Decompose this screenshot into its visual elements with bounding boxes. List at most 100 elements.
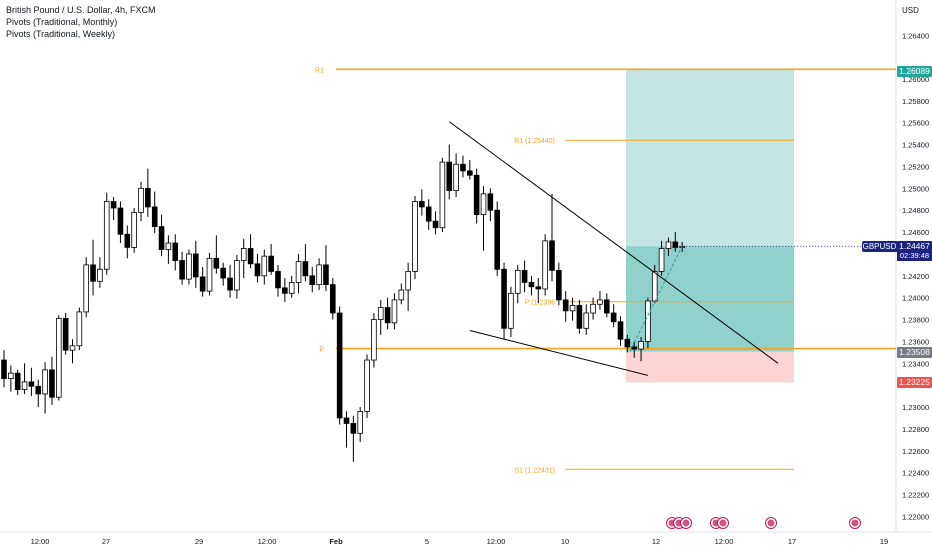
candle[interactable] [138,181,144,222]
candle[interactable] [542,234,548,296]
candle[interactable] [282,278,288,303]
candle[interactable] [508,286,514,338]
candle[interactable] [583,304,590,335]
candle[interactable] [460,155,466,178]
candle[interactable] [446,144,453,200]
candle[interactable] [377,299,384,335]
candle[interactable] [357,407,363,443]
candle[interactable] [480,186,487,251]
price-axis[interactable] [896,0,932,550]
candle[interactable] [131,208,137,253]
weekly-pivots-indicator[interactable]: Pivots (Traditional, Weekly) [6,29,116,39]
candle[interactable] [610,304,617,328]
candle[interactable] [35,379,42,408]
event-flag-icon[interactable] [849,517,861,529]
candle[interactable] [665,237,672,257]
candle[interactable] [110,197,117,221]
candle[interactable] [645,297,651,349]
candle[interactable] [425,199,432,230]
candle[interactable] [1,350,7,388]
time-axis[interactable] [0,533,896,550]
candle[interactable] [569,297,576,321]
candle[interactable] [617,316,624,346]
lower-trendline[interactable] [469,330,649,376]
candle[interactable] [453,153,459,198]
stop-zone[interactable] [626,351,794,383]
candle[interactable] [350,415,357,462]
candle[interactable] [14,369,21,396]
candle[interactable] [494,201,500,276]
candle[interactable] [62,313,69,355]
candle[interactable] [117,201,124,244]
candle[interactable] [316,258,322,291]
candle[interactable] [261,249,268,285]
candle[interactable] [234,255,240,299]
candle[interactable] [309,267,316,293]
candle[interactable] [247,234,254,269]
candle[interactable] [556,262,562,306]
candle[interactable] [295,253,302,294]
candle[interactable] [384,297,391,330]
candle[interactable] [487,188,494,222]
candle[interactable] [145,168,151,217]
candle[interactable] [124,225,131,259]
candle[interactable] [604,293,610,318]
candle[interactable] [329,278,336,320]
candle[interactable] [590,297,596,320]
candle[interactable] [254,253,261,283]
candle[interactable] [432,211,439,235]
candle[interactable] [549,193,555,282]
candle[interactable] [240,238,247,279]
candle[interactable] [658,240,665,276]
upper-trendline[interactable] [448,121,779,364]
monthly-pivots-indicator[interactable]: Pivots (Traditional, Monthly) [6,17,118,27]
candle[interactable] [220,262,227,286]
candle[interactable] [288,275,295,298]
candle[interactable] [21,363,28,394]
candle[interactable] [405,262,411,311]
candle[interactable] [323,245,329,292]
candle[interactable] [302,244,309,282]
candle[interactable] [473,168,480,224]
candle[interactable] [501,262,507,340]
candle[interactable] [186,249,192,285]
candle[interactable] [97,257,103,288]
candle[interactable] [597,291,603,310]
candle[interactable] [28,367,35,397]
candle[interactable] [42,362,48,414]
candle[interactable] [83,257,90,318]
candle[interactable] [631,341,637,358]
candle[interactable] [158,214,165,257]
candle[interactable] [398,283,405,305]
target-zone[interactable] [626,69,794,352]
candle[interactable] [343,411,350,448]
symbol-title[interactable]: British Pound / U.S. Dollar, 4h, FXCM [6,5,156,15]
candle[interactable] [76,307,83,351]
candle[interactable] [419,189,425,216]
candle[interactable] [624,334,631,353]
candle[interactable] [227,264,233,298]
candle[interactable] [179,251,185,285]
candle[interactable] [528,275,535,296]
candle[interactable] [268,244,274,275]
candle[interactable] [192,240,199,288]
candle[interactable] [638,337,644,362]
candle[interactable] [103,192,110,275]
event-flag-icon[interactable] [765,517,777,529]
candle[interactable] [521,260,528,293]
candle[interactable] [466,159,473,180]
event-flag-icon[interactable] [680,517,692,529]
candle[interactable] [412,196,418,280]
candle[interactable] [364,354,370,418]
candle[interactable] [275,264,281,297]
candle[interactable] [576,299,583,334]
event-flag-icon[interactable] [717,517,729,529]
candle[interactable] [514,264,521,304]
candle[interactable] [69,339,76,364]
candle[interactable] [199,267,206,297]
candle[interactable] [562,291,569,322]
candle[interactable] [672,232,679,252]
candle[interactable] [371,313,377,368]
candle[interactable] [535,278,542,304]
